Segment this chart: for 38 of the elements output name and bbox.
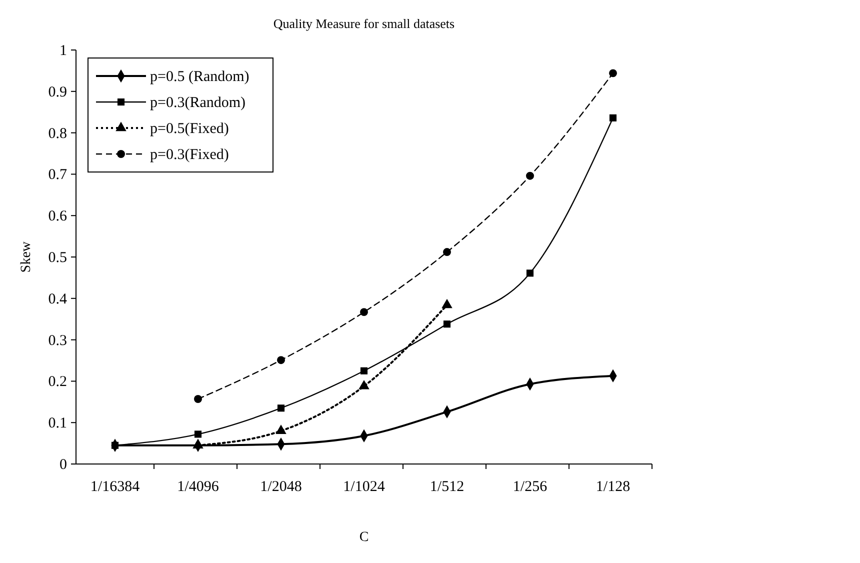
point: [609, 69, 617, 78]
chart-title: Quality Measure for small datasets: [273, 16, 455, 31]
y-tick-label: 0.5: [48, 250, 67, 266]
x-axis-title: C: [359, 530, 369, 545]
legend-label: p=0.3(Random): [150, 95, 246, 111]
point: [194, 430, 202, 438]
point: [360, 308, 368, 316]
y-tick-label: 0.2: [48, 374, 67, 390]
x-tick-label: 1/1024: [343, 479, 386, 495]
point: [277, 404, 285, 412]
x-tick-label: 1/512: [430, 479, 464, 495]
y-tick-label: 0.3: [48, 332, 67, 349]
y-tick-label: 0.7: [48, 167, 68, 184]
point: [360, 367, 368, 374]
y-tick-label: 0.4: [48, 291, 68, 308]
y-tick-label: 0.8: [48, 126, 67, 142]
point: [443, 248, 451, 256]
legend-label: p=0.5 (Random): [150, 69, 250, 85]
legend-label: p=0.3(Fixed): [150, 147, 229, 163]
legend-label: p=0.5(Fixed): [150, 121, 229, 137]
x-tick-label: 1/128: [596, 479, 630, 495]
y-tick-label: 0.6: [48, 208, 68, 225]
x-tick-label: 1/4096: [177, 479, 220, 495]
y-tick-label: 0.9: [48, 84, 67, 100]
point: [443, 320, 451, 328]
y-tick-label: 1: [60, 43, 67, 59]
point: [277, 356, 285, 364]
x-tick-label: 1/256: [512, 479, 548, 495]
point: [194, 395, 202, 403]
y-tick-label: 0: [60, 457, 67, 473]
y-tick-label: 0.1: [48, 416, 67, 432]
point: [526, 270, 534, 277]
y-axis-title: Skew: [19, 240, 34, 273]
x-tick-label: 1/16384: [90, 479, 140, 495]
x-tick-label: 1/2048: [260, 479, 302, 495]
point: [609, 114, 617, 122]
point: [526, 172, 534, 180]
point: [111, 442, 119, 449]
